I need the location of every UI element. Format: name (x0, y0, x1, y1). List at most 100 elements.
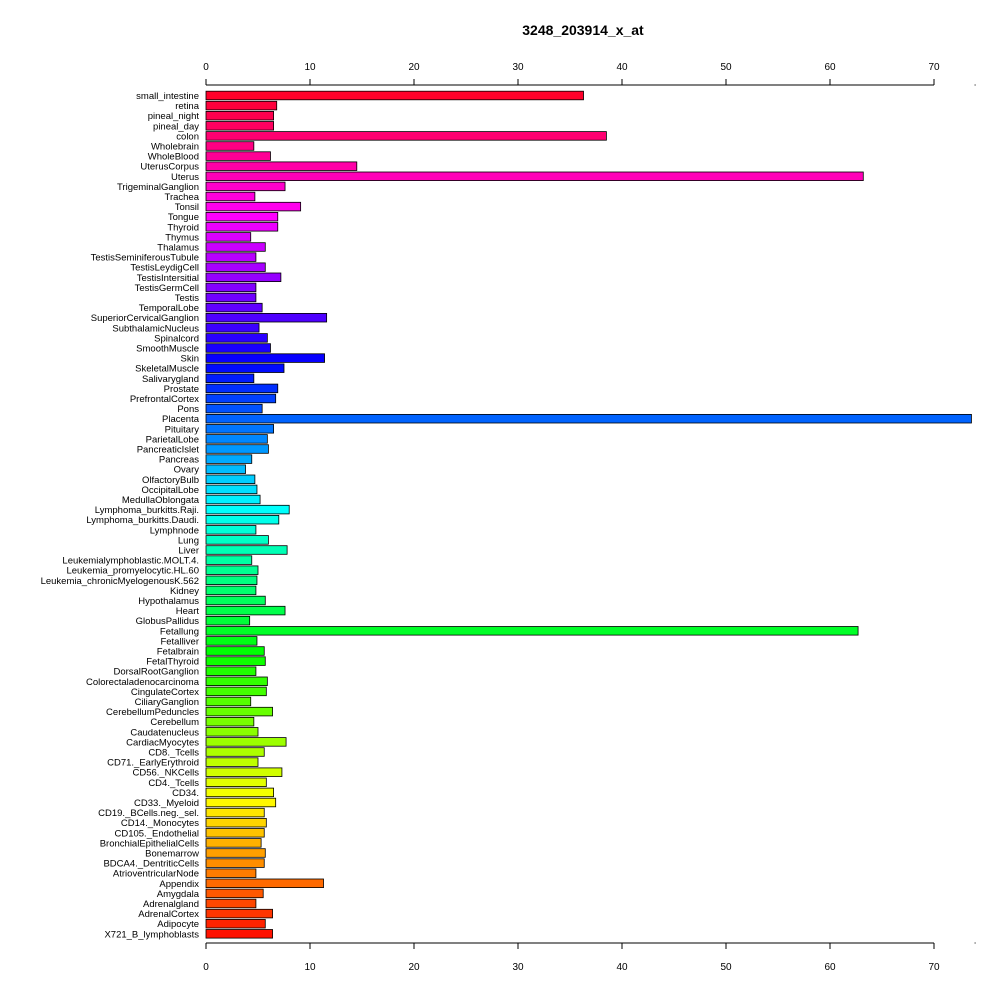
category-label: Trachea (165, 192, 200, 203)
category-label: OccipitalLobe (141, 485, 199, 496)
bar-Leukemia_chronicMyelogenousK.562 (205, 575, 258, 586)
category-label: SubthalamicNucleus (112, 323, 199, 334)
bar-SmoothMuscle (205, 343, 271, 353)
category-label: CiliaryGanglion (135, 697, 199, 708)
bar-DorsalRootGanglion (205, 666, 257, 676)
category-label: TemporalLobe (139, 303, 199, 314)
category-label: Adipocyte (157, 919, 199, 930)
bar-TestisLeydigCell (205, 262, 266, 272)
bar-UterusCorpus (205, 161, 358, 171)
bar-CD8._Tcells (205, 747, 265, 757)
bar-Trachea (205, 191, 256, 202)
bar-CD33._Myeloid (205, 797, 277, 808)
bar-CD56._NKCells (205, 767, 283, 777)
category-label: Lymphnode (150, 525, 199, 536)
bottom-tick-label: 60 (824, 962, 836, 973)
category-label: Lymphoma_burkitts.Raji. (95, 505, 199, 516)
bar-MedullaOblongata (205, 494, 261, 505)
bar-CD19._BCells.neg._sel. (205, 807, 265, 818)
category-label: CingulateCortex (131, 687, 199, 698)
bar-Cerebellum (205, 717, 255, 727)
category-label: CD4._Tcells (148, 778, 199, 789)
category-label: Thalamus (157, 243, 199, 254)
category-label: Skin (181, 354, 199, 365)
category-label: Caudatenucleus (130, 727, 199, 738)
bar-Leukemia_promyelocytic.HL.60 (205, 565, 259, 575)
bar-Liver (205, 545, 288, 555)
category-label: CardiacMyocytes (126, 737, 199, 748)
bar-CD4._Tcells (205, 777, 267, 788)
category-label: Fetalbrain (157, 647, 199, 658)
top-tick-label: 60 (824, 62, 836, 73)
bars-group (205, 90, 972, 939)
bottom-tick-label: 40 (616, 962, 628, 973)
category-label: Hypothalamus (138, 596, 199, 607)
category-label: Pituitary (165, 424, 200, 435)
category-label: Leukemia_promyelocytic.HL.60 (66, 566, 199, 577)
bar-TestisIntersitial (205, 272, 282, 283)
category-label: OlfactoryBulb (142, 475, 199, 486)
bar-Fetallung (205, 626, 859, 636)
category-label: Thymus (165, 232, 199, 243)
bar-BDCA4._DentriticCells (205, 858, 265, 868)
bar-TestisSeminiferousTubule (205, 252, 257, 262)
category-label: Tonsil (175, 202, 199, 213)
bar-Thyroid (205, 222, 279, 232)
category-label: TestisLeydigCell (130, 263, 199, 274)
category-label: Leukemia_chronicMyelogenousK.562 (41, 576, 199, 587)
category-label: Colorectaladenocarcinoma (86, 677, 200, 688)
category-label: Spinalcord (154, 333, 199, 344)
bar-SubthalamicNucleus (205, 323, 260, 333)
bar-CD105._Endothelial (205, 828, 265, 838)
bar-CD14._Monocytes (205, 818, 267, 828)
bar-Thymus (205, 232, 252, 242)
bar-OccipitalLobe (205, 484, 258, 495)
category-label: TestisGermCell (135, 283, 199, 294)
bar-Adipocyte (205, 919, 266, 929)
bar-Testis (205, 292, 257, 303)
bar-Wholebrain (205, 141, 255, 151)
bar-OlfactoryBulb (205, 474, 256, 485)
category-label: TrigeminalGanglion (117, 182, 199, 193)
bar-Salivarygland (205, 373, 255, 384)
bar-Tonsil (205, 201, 302, 212)
bar-CingulateCortex (205, 686, 267, 697)
bar-Lymphoma_burkitts.Raji. (205, 504, 290, 515)
bar-SuperiorCervicalGanglion (205, 312, 328, 323)
bar-retina (205, 100, 278, 111)
bar-Appendix (205, 878, 324, 889)
bar-CiliaryGanglion (205, 696, 252, 707)
bar-Kidney (205, 585, 257, 596)
bar-CD34. (205, 787, 274, 798)
category-label: CD33._Myeloid (134, 798, 199, 809)
bar-TrigeminalGanglion (205, 181, 286, 192)
category-label: Ovary (174, 465, 200, 476)
bar-FetalThyroid (205, 656, 266, 666)
bar-small_intestine (205, 90, 584, 101)
category-label: CD8._Tcells (148, 748, 199, 759)
category-label: CD56._NKCells (132, 768, 199, 779)
category-label: Appendix (159, 879, 199, 890)
bar-Lymphnode (205, 525, 257, 535)
top-tick-label: 40 (616, 62, 628, 73)
category-label: SkeletalMuscle (135, 364, 199, 375)
category-labels: small_intestineretinapineal_nightpineal_… (41, 91, 200, 940)
category-label: Tongue (168, 212, 199, 223)
bar-Lymphoma_burkitts.Daudi. (205, 515, 280, 525)
category-label: Kidney (170, 586, 199, 597)
bar-Pituitary (205, 424, 274, 434)
category-label: retina (175, 101, 199, 112)
category-label: AtrioventricularNode (113, 869, 199, 880)
bottom-tick-label: 20 (408, 962, 420, 973)
bar-Placenta (205, 413, 972, 424)
bar-Adrenalgland (205, 898, 257, 909)
category-label: Lung (178, 535, 199, 546)
category-label: Salivarygland (142, 374, 199, 385)
category-label: Bonemarrow (145, 849, 199, 860)
category-label: TestisSeminiferousTubule (91, 253, 199, 264)
bar-TemporalLobe (205, 302, 263, 313)
category-label: AdrenalCortex (138, 909, 199, 920)
category-label: Amygdala (157, 889, 200, 900)
category-label: CD19._BCells.neg._sel. (98, 808, 199, 819)
